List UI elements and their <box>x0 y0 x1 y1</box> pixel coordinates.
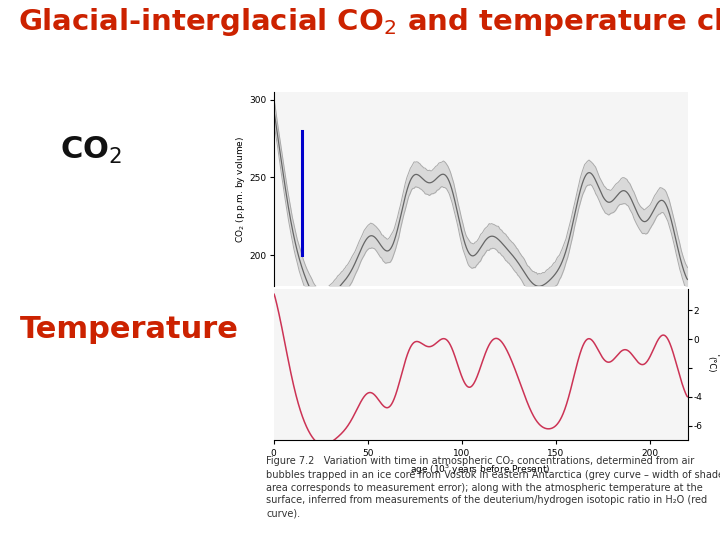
Y-axis label: temperature
(°C): temperature (°C) <box>706 338 720 391</box>
X-axis label: age (10$^3$ years before Present): age (10$^3$ years before Present) <box>410 462 551 477</box>
Text: Figure 7.2   Variation with time in atmospheric CO₂ concentrations, determined f: Figure 7.2 Variation with time in atmosp… <box>266 456 720 518</box>
Text: 80 ppm: 80 ppm <box>370 121 487 149</box>
Text: CO$_2$: CO$_2$ <box>60 134 122 166</box>
Text: Glacial-interglacial CO$_2$ and temperature change: Glacial-interglacial CO$_2$ and temperat… <box>18 6 720 38</box>
Text: Temperature: Temperature <box>20 315 239 345</box>
Y-axis label: CO$_2$ (p.p.m. by volume): CO$_2$ (p.p.m. by volume) <box>233 136 247 242</box>
